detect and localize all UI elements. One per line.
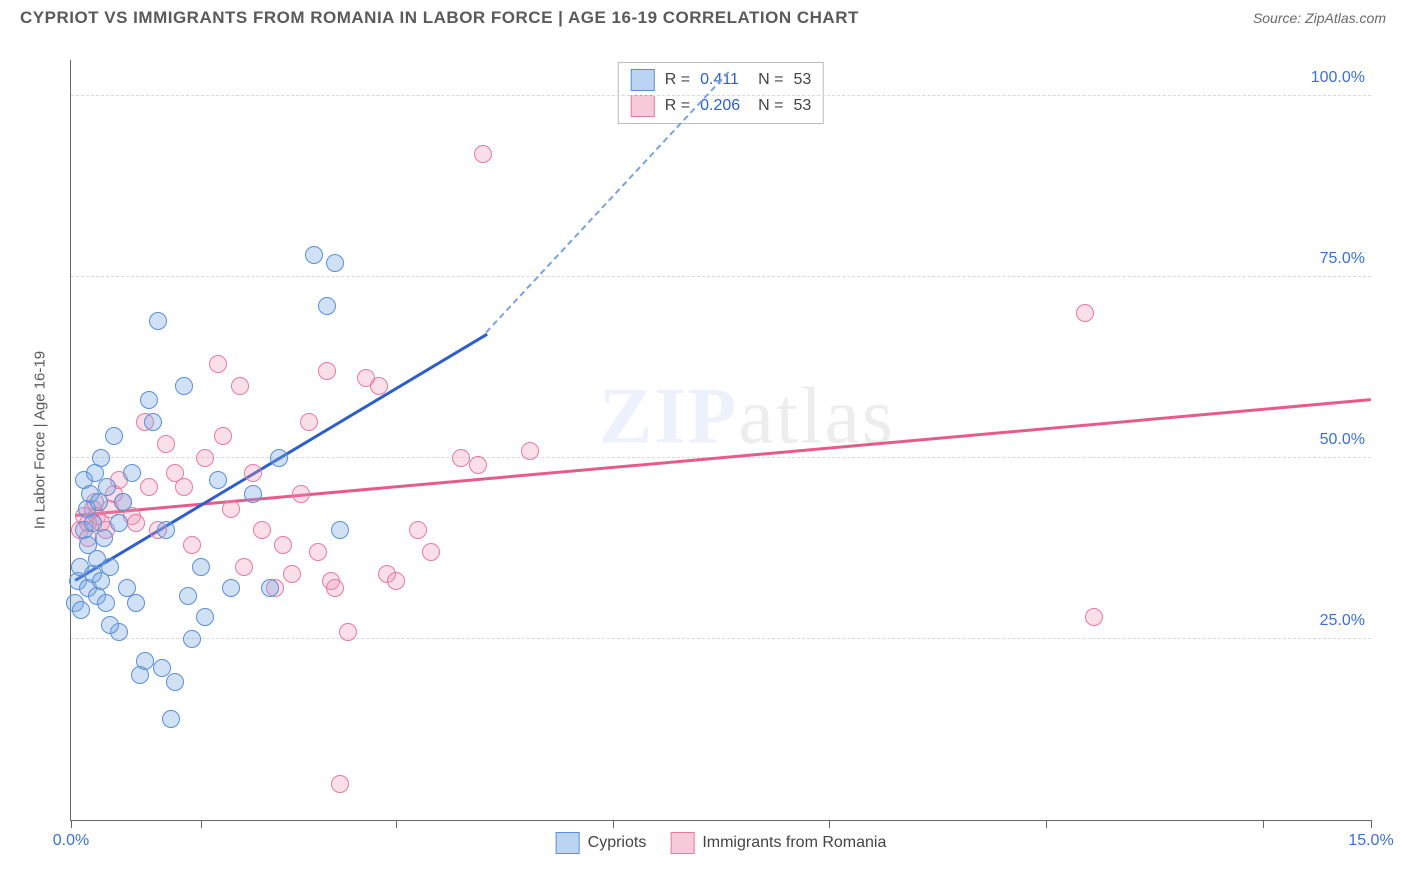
x-tick [1046,820,1047,828]
data-point-cypriots [153,659,171,677]
data-point-cypriots [179,587,197,605]
data-point-romania [196,449,214,467]
x-tick-label: 15.0% [1348,832,1393,850]
data-point-romania [127,514,145,532]
x-tick [396,820,397,828]
data-point-cypriots [144,413,162,431]
data-point-cypriots [101,616,119,634]
gridline [71,638,1371,639]
data-point-romania [469,456,487,474]
data-point-cypriots [175,377,193,395]
gridline [71,95,1371,96]
data-point-cypriots [196,608,214,626]
data-point-romania [1076,304,1094,322]
data-point-cypriots [140,391,158,409]
data-point-romania [521,442,539,460]
data-point-romania [140,478,158,496]
plot-area: ZIPatlas R = 0.411 N = 53 R = 0.206 N = … [70,60,1371,821]
data-point-cypriots [127,594,145,612]
data-point-cypriots [331,521,349,539]
x-tick [1371,820,1372,828]
y-tick-label: 75.0% [1320,250,1365,268]
data-point-cypriots [110,514,128,532]
y-tick-label: 50.0% [1320,431,1365,449]
chart-title: CYPRIOT VS IMMIGRANTS FROM ROMANIA IN LA… [20,8,859,28]
data-point-cypriots [123,464,141,482]
data-point-cypriots [209,471,227,489]
gridline [71,276,1371,277]
x-tick-label: 0.0% [53,832,89,850]
swatch-blue-icon [556,832,580,854]
data-point-romania [157,435,175,453]
data-point-romania [244,464,262,482]
data-point-cypriots [318,297,336,315]
data-point-romania [326,579,344,597]
data-point-cypriots [244,485,262,503]
data-point-romania [422,543,440,561]
source-label: Source: ZipAtlas.com [1253,10,1386,26]
data-point-cypriots [183,630,201,648]
data-point-romania [387,572,405,590]
data-point-romania [183,536,201,554]
legend-item-romania: Immigrants from Romania [670,832,886,854]
data-point-romania [309,543,327,561]
data-point-romania [283,565,301,583]
data-point-cypriots [101,558,119,576]
legend-row-romania: R = 0.206 N = 53 [631,93,811,119]
data-point-romania [222,500,240,518]
data-point-romania [339,623,357,641]
data-point-cypriots [157,521,175,539]
data-point-romania [274,536,292,554]
data-point-romania [292,485,310,503]
data-point-cypriots [222,579,240,597]
correlation-legend: R = 0.411 N = 53 R = 0.206 N = 53 [618,62,824,124]
data-point-cypriots [162,710,180,728]
data-point-cypriots [270,449,288,467]
data-point-cypriots [97,594,115,612]
trend-line [485,71,731,335]
data-point-cypriots [98,478,116,496]
data-point-cypriots [261,579,279,597]
data-point-cypriots [149,312,167,330]
x-tick [71,820,72,828]
data-point-cypriots [95,529,113,547]
y-tick-label: 25.0% [1320,612,1365,630]
data-point-romania [209,355,227,373]
x-tick [829,820,830,828]
data-point-romania [214,427,232,445]
y-axis-label: In Labor Force | Age 16-19 [32,351,49,529]
swatch-pink-icon [631,95,655,117]
data-point-romania [474,145,492,163]
chart-container: In Labor Force | Age 16-19 ZIPatlas R = … [50,40,1390,840]
data-point-romania [175,478,193,496]
data-point-cypriots [105,427,123,445]
data-point-cypriots [305,246,323,264]
series-legend: Cypriots Immigrants from Romania [556,832,887,854]
x-tick [201,820,202,828]
data-point-romania [370,377,388,395]
swatch-pink-icon [670,832,694,854]
data-point-cypriots [136,652,154,670]
watermark: ZIPatlas [599,372,895,463]
data-point-romania [300,413,318,431]
data-point-romania [1085,608,1103,626]
data-point-romania [231,377,249,395]
data-point-romania [318,362,336,380]
data-point-cypriots [92,449,110,467]
x-tick [1263,820,1264,828]
data-point-romania [409,521,427,539]
swatch-blue-icon [631,69,655,91]
data-point-cypriots [114,493,132,511]
data-point-romania [452,449,470,467]
y-tick-label: 100.0% [1311,69,1365,87]
data-point-cypriots [326,254,344,272]
x-tick [613,820,614,828]
data-point-romania [331,775,349,793]
data-point-cypriots [192,558,210,576]
legend-item-cypriots: Cypriots [556,832,647,854]
data-point-romania [253,521,271,539]
data-point-cypriots [72,601,90,619]
data-point-romania [235,558,253,576]
data-point-cypriots [166,673,184,691]
